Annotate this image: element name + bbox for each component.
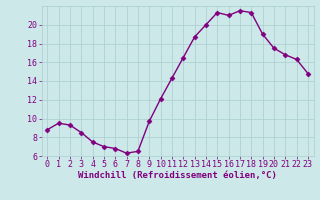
X-axis label: Windchill (Refroidissement éolien,°C): Windchill (Refroidissement éolien,°C): [78, 171, 277, 180]
